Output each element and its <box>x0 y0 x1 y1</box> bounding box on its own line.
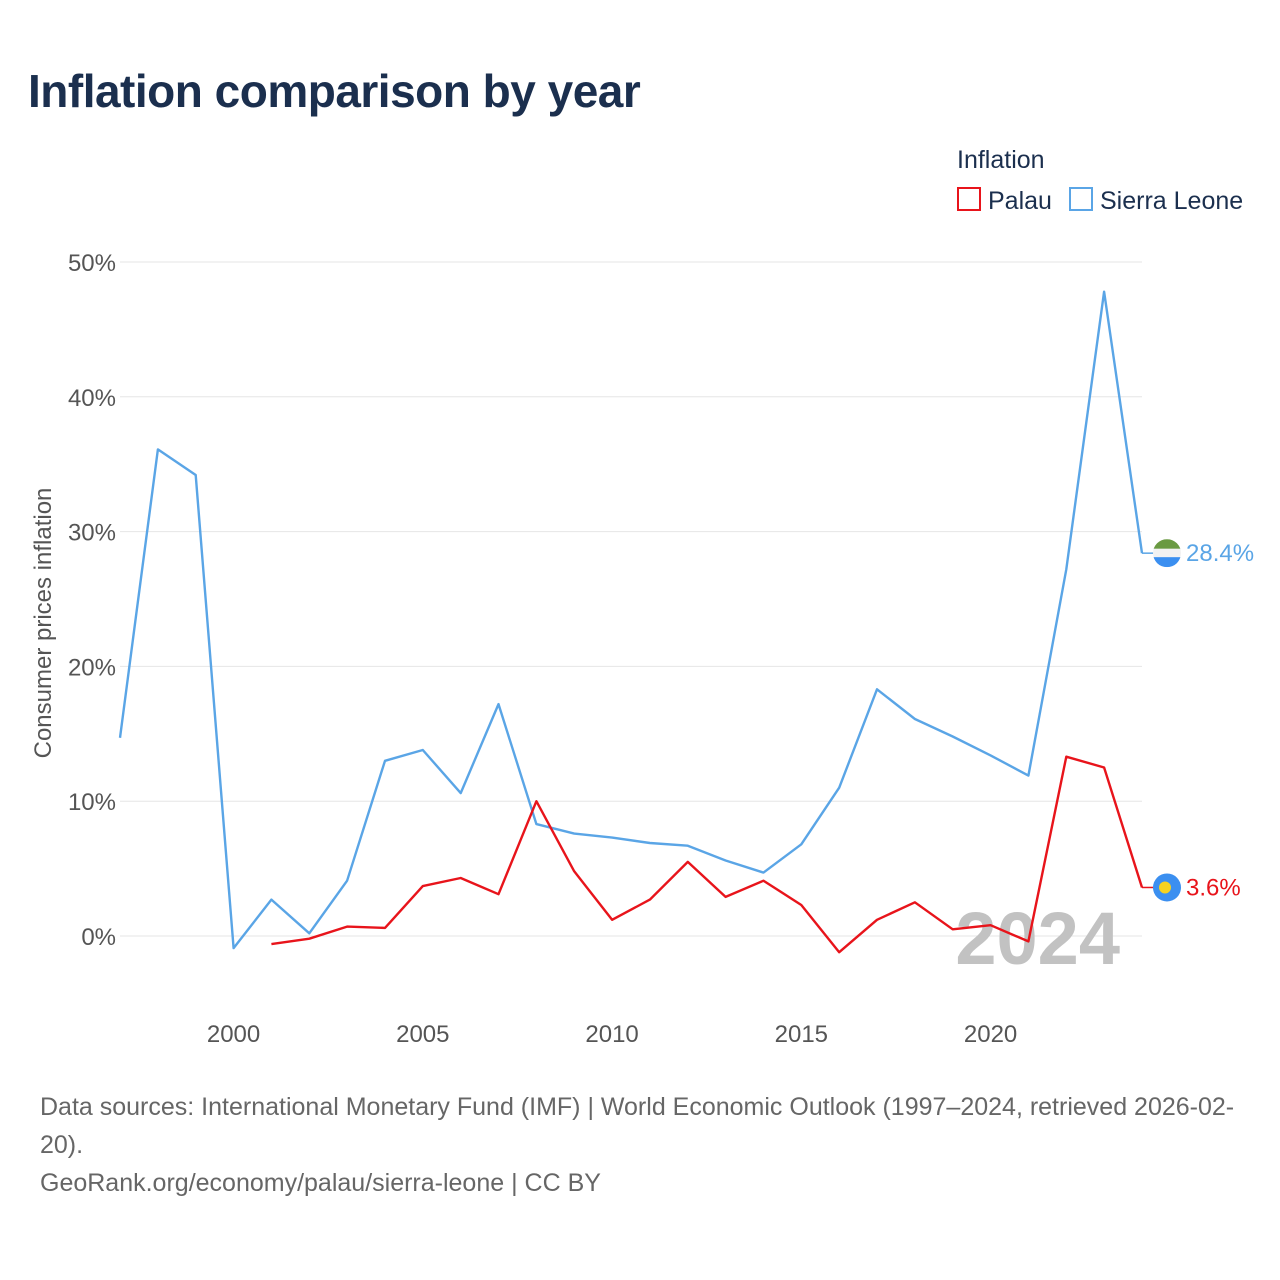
y-tick-label: 50% <box>68 250 116 277</box>
data-point-palau <box>989 923 993 927</box>
y-axis-label: Consumer prices inflation <box>30 488 57 759</box>
data-point-sierra-leone <box>951 734 955 738</box>
data-point-palau <box>307 937 311 941</box>
data-point-sierra-leone <box>610 836 614 840</box>
data-point-palau <box>837 950 841 954</box>
data-point-sierra-leone <box>459 791 463 795</box>
y-tick-label: 20% <box>68 654 116 681</box>
data-point-palau <box>648 898 652 902</box>
data-point-sierra-leone <box>497 702 501 706</box>
data-point-palau <box>761 879 765 883</box>
data-point-sierra-leone <box>269 898 273 902</box>
data-point-palau <box>1064 755 1068 759</box>
x-axis-tick-labels: 2000 2005 2010 2015 2020 <box>207 1021 1017 1048</box>
data-point-sierra-leone <box>837 786 841 790</box>
flag-band-green <box>1153 539 1181 550</box>
data-point-palau <box>1102 766 1106 770</box>
data-point-palau <box>459 876 463 880</box>
y-tick-label: 30% <box>68 520 116 547</box>
legend: Inflation Palau Sierra Leone <box>957 146 1243 215</box>
x-tick-label: 2000 <box>207 1021 260 1048</box>
x-tick-label: 2015 <box>775 1021 828 1048</box>
data-point-palau <box>724 895 728 899</box>
grid-lines <box>120 261 1142 937</box>
data-point-sierra-leone <box>913 717 917 721</box>
data-point-sierra-leone <box>118 736 122 740</box>
legend-swatch-sierra-leone[interactable] <box>1069 187 1093 211</box>
legend-items: Palau Sierra Leone <box>957 187 1243 215</box>
data-point-palau <box>269 942 273 946</box>
data-point-palau <box>686 860 690 864</box>
data-point-sierra-leone <box>1102 290 1106 294</box>
data-point-sierra-leone <box>232 946 236 950</box>
inflation-line-chart: 0% 10% 20% 30% 40% 50% 2000 2005 2010 2015 2020 C… <box>30 146 1254 1048</box>
data-point-palau <box>610 918 614 922</box>
data-point-palau <box>913 900 917 904</box>
data-point-palau <box>951 927 955 931</box>
end-value-label-palau: 3.6% <box>1186 874 1241 901</box>
year-watermark: 2024 <box>955 897 1120 980</box>
data-point-sierra-leone <box>1026 774 1030 778</box>
data-point-palau <box>534 799 538 803</box>
flag-bands <box>1153 539 1181 568</box>
data-point-sierra-leone <box>383 759 387 763</box>
data-point-palau <box>345 925 349 929</box>
data-point-sierra-leone <box>156 447 160 451</box>
legend-label-palau[interactable]: Palau <box>988 187 1052 215</box>
data-point-sierra-leone <box>421 748 425 752</box>
flag-band-white <box>1153 548 1181 558</box>
data-point-palau <box>497 892 501 896</box>
data-point-sierra-leone <box>194 473 198 477</box>
x-tick-label: 2010 <box>585 1021 638 1048</box>
y-axis-tick-labels: 0% 10% 20% 30% 40% 50% <box>68 250 116 951</box>
footer: Data sources: International Monetary Fun… <box>40 1088 1250 1202</box>
palau-flag-icon <box>1153 873 1181 902</box>
data-point-sierra-leone <box>307 931 311 935</box>
x-tick-label: 2020 <box>964 1021 1017 1048</box>
x-tick-label: 2005 <box>396 1021 449 1048</box>
data-point-sierra-leone <box>1064 567 1068 571</box>
y-tick-label: 0% <box>81 924 116 951</box>
data-point-sierra-leone <box>989 753 993 757</box>
data-point-sierra-leone <box>572 832 576 836</box>
legend-label-sierra-leone[interactable]: Sierra Leone <box>1100 187 1243 215</box>
end-value-label-sierra-leone: 28.4% <box>1186 540 1254 567</box>
y-tick-label: 10% <box>68 789 116 816</box>
legend-title: Inflation <box>957 146 1045 174</box>
credit-link[interactable]: GeoRank.org/economy/palau/sierra-leone |… <box>40 1169 601 1197</box>
data-point-sierra-leone <box>686 844 690 848</box>
data-point-palau <box>799 903 803 907</box>
data-point-palau <box>572 869 576 873</box>
data-point-palau <box>875 918 879 922</box>
data-point-sierra-leone <box>799 842 803 846</box>
page-title: Inflation comparison by year <box>28 65 641 117</box>
series-line-sierra-leone <box>118 290 1144 950</box>
sierra-leone-flag-icon <box>1153 539 1181 568</box>
flag-band-blue <box>1153 557 1181 568</box>
data-point-sierra-leone <box>648 841 652 845</box>
palau-flag-disc <box>1159 881 1171 894</box>
data-point-sierra-leone <box>534 822 538 826</box>
data-point-sierra-leone <box>761 871 765 875</box>
data-point-palau <box>1026 939 1030 943</box>
series-end-labels: 28.4% 3.6% <box>1142 539 1254 902</box>
data-point-sierra-leone <box>724 859 728 863</box>
legend-swatch-palau[interactable] <box>957 187 981 211</box>
data-point-palau <box>421 884 425 888</box>
data-point-palau <box>383 926 387 930</box>
series-lines <box>118 290 1144 954</box>
data-point-sierra-leone <box>875 687 879 691</box>
data-sources-note: Data sources: International Monetary Fun… <box>40 1093 1235 1159</box>
y-tick-label: 40% <box>68 385 116 412</box>
series-line-palau <box>271 755 1144 954</box>
data-point-sierra-leone <box>345 879 349 883</box>
